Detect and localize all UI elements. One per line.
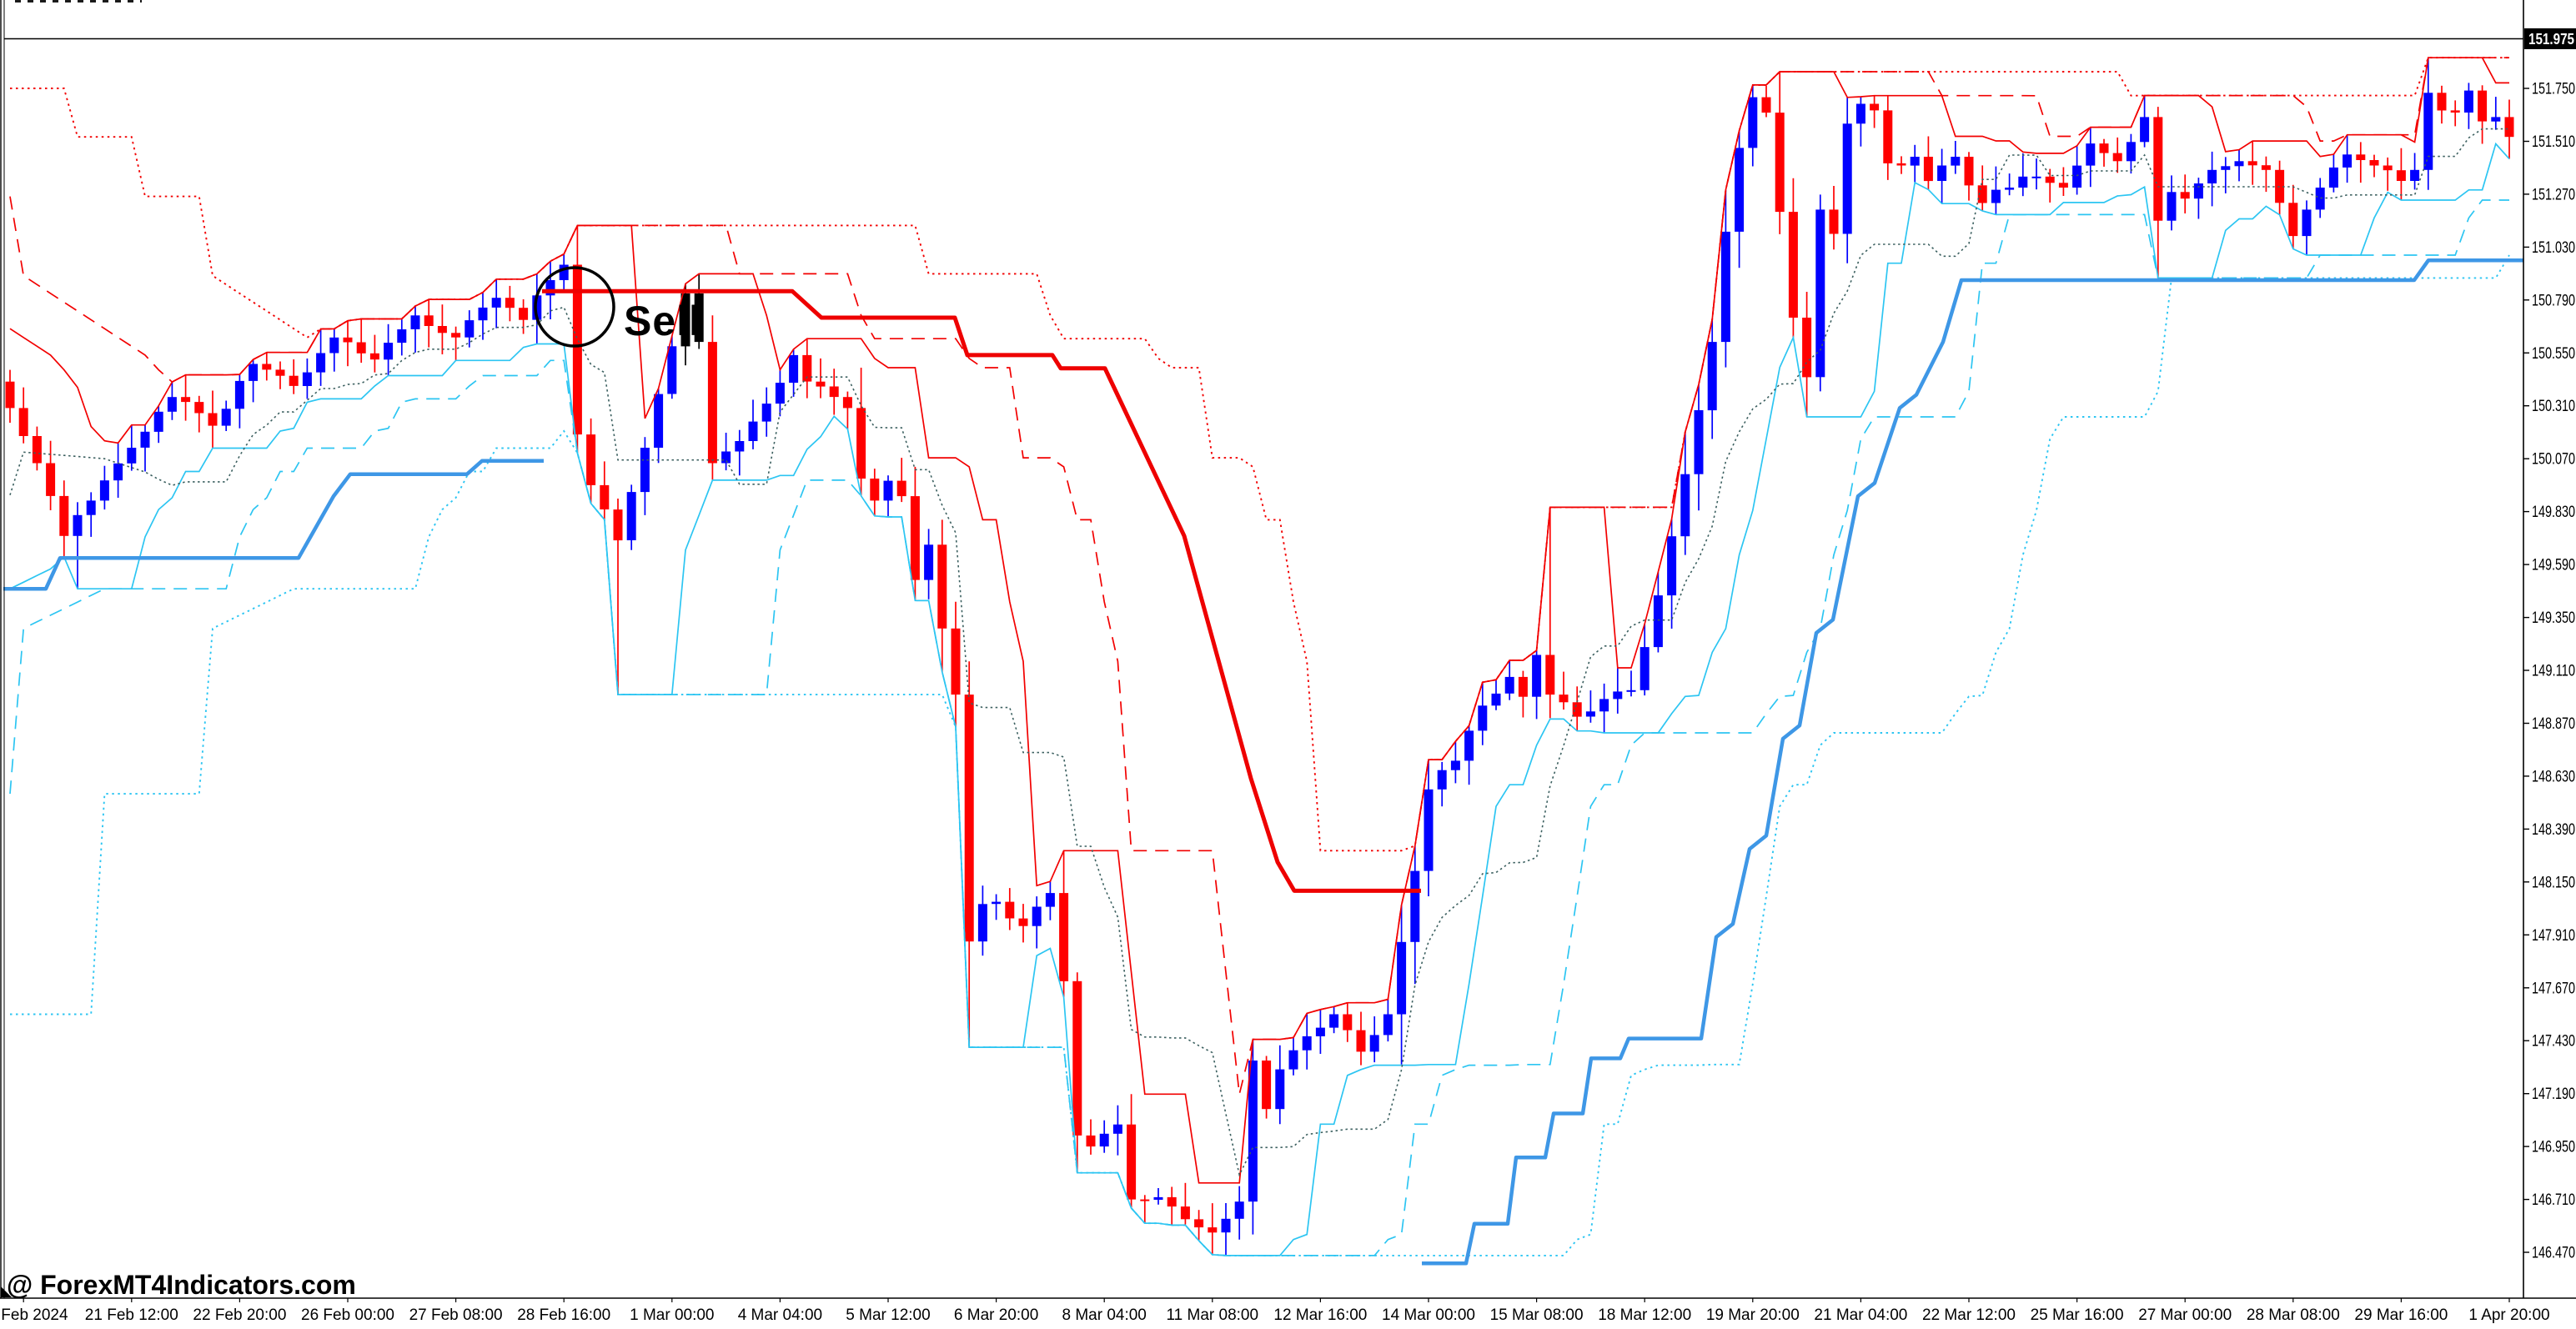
time-tick-label: 27 Mar 00:00: [2138, 1306, 2232, 1324]
trailing-stop-lines: [3, 258, 2523, 1266]
price-tick-label: 150.790: [2532, 292, 2575, 309]
price-tick-label: 147.670: [2532, 980, 2575, 997]
time-tick-label: 28 Mar 08:00: [2247, 1306, 2340, 1324]
time-tick-label: 12 Mar 16:00: [1273, 1306, 1367, 1324]
upper-band-dashed: [9, 57, 2509, 1095]
current-price-box: [2524, 28, 2576, 49]
buy-trailing-stop-line-right: [1422, 258, 2523, 1266]
chart-frame: [0, 0, 2576, 1299]
time-tick-label: 28 Feb 16:00: [517, 1306, 610, 1324]
sell-label[interactable]: Sell: [624, 298, 701, 344]
time-tick-label: 4 Mar 04:00: [738, 1306, 822, 1324]
time-tick-label: 14 Mar 00:00: [1382, 1306, 1475, 1324]
price-tick-label: 149.830: [2532, 504, 2575, 521]
price-tick-label: 151.750: [2532, 81, 2575, 98]
lower-band-dotted: [10, 254, 2510, 1256]
price-tick-label: 148.390: [2532, 821, 2575, 839]
price-tick-label: 151.030: [2532, 239, 2575, 257]
time-tick-label: 20 Feb 2024: [0, 1306, 68, 1324]
price-tick-label: 149.350: [2532, 609, 2575, 627]
candles-series: [5, 58, 2514, 1256]
price-tick-label: 149.590: [2532, 557, 2575, 574]
price-tick-label: 151.270: [2532, 186, 2575, 203]
price-tick-label: 151.510: [2532, 133, 2575, 151]
price-tick-label: 148.630: [2532, 768, 2575, 785]
bottom-left-marker: [1, 1286, 12, 1297]
price-tick-label: 146.710: [2532, 1191, 2575, 1209]
time-tick-label: 26 Feb 00:00: [301, 1306, 394, 1324]
upper-band-solid: [9, 57, 2509, 1184]
mid-channel-dotted-line: [9, 128, 2509, 1177]
current-price-label: 151.975: [2528, 30, 2574, 48]
clipped-header-fragments: [15, 0, 142, 3]
price-tick-label: 147.910: [2532, 927, 2575, 945]
time-tick-label: 29 Mar 16:00: [2354, 1306, 2448, 1324]
time-tick-label: 21 Feb 12:00: [85, 1306, 178, 1324]
sell-circle-marker[interactable]: [534, 266, 615, 348]
price-tick-label: 147.430: [2532, 1033, 2575, 1051]
price-tick-label: 150.310: [2532, 398, 2575, 415]
lower-band-solid: [9, 142, 2510, 1256]
price-axis[interactable]: 151.750 151.510 151.270 151.030 150.790 150.5…: [2523, 81, 2575, 1262]
time-tick-label: 22 Mar 12:00: [1922, 1306, 2016, 1324]
sell-annotation: Sell: [534, 266, 701, 348]
time-axis[interactable]: 20 Feb 2024 21 Feb 12:00 22 Feb 20:00 26 Fe…: [0, 1298, 2550, 1324]
time-tick-label: 27 Feb 08:00: [409, 1306, 503, 1324]
time-tick-label: 19 Mar 20:00: [1706, 1306, 1800, 1324]
time-tick-label: 8 Mar 04:00: [1062, 1306, 1146, 1324]
price-tick-label: 149.110: [2532, 663, 2575, 680]
price-tick-label: 150.550: [2532, 345, 2575, 363]
price-tick-label: 146.950: [2532, 1139, 2575, 1156]
time-tick-label: 11 Mar 08:00: [1167, 1306, 1259, 1324]
time-tick-label: 21 Mar 04:00: [1814, 1306, 1907, 1324]
lower-band-dashed: [9, 199, 2509, 1256]
time-tick-label: 22 Feb 20:00: [193, 1306, 286, 1324]
time-tick-label: 25 Mar 16:00: [2031, 1306, 2124, 1324]
mid-channel-line: [9, 128, 2509, 1177]
time-tick-label: 5 Mar 12:00: [846, 1306, 930, 1324]
time-tick-label: 6 Mar 20:00: [954, 1306, 1038, 1324]
time-tick-label: 1 Apr 20:00: [2468, 1306, 2549, 1324]
upper-band-dotted: [10, 57, 2509, 852]
price-tick-label: 150.070: [2532, 451, 2575, 469]
price-tick-label: 148.150: [2532, 874, 2575, 891]
time-tick-label: 18 Mar 12:00: [1598, 1306, 1691, 1324]
current-price-badge: 151.975: [2524, 28, 2576, 49]
price-tick-label: 147.190: [2532, 1086, 2575, 1103]
price-tick-label: 148.870: [2532, 715, 2575, 733]
watermark-label: @ ForexMT4Indicators.com: [7, 1270, 356, 1300]
channel-band-lines: [9, 57, 2510, 1256]
time-tick-label: 1 Mar 00:00: [630, 1306, 714, 1324]
buy-trailing-stop-line-left: [3, 459, 544, 591]
sell-trailing-stop-line: [542, 288, 1421, 893]
time-tick-label: 15 Mar 08:00: [1490, 1306, 1584, 1324]
price-tick-label: 146.470: [2532, 1245, 2575, 1262]
